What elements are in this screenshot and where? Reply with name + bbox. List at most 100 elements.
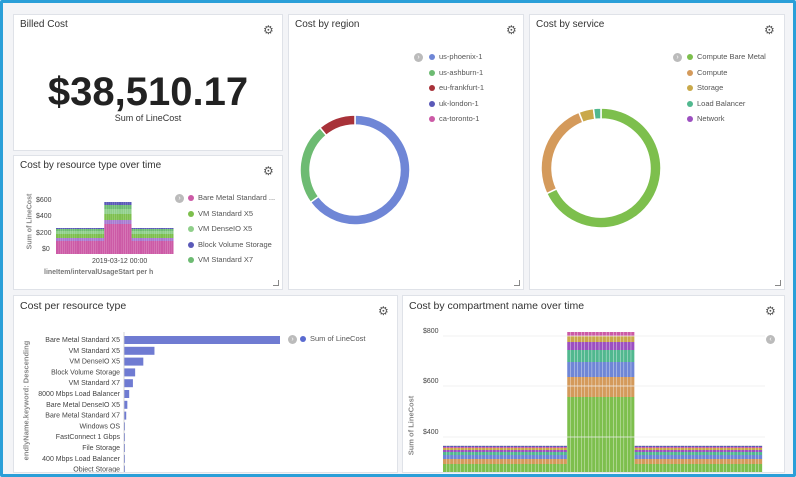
bar <box>124 465 125 472</box>
stacked-bar-segment <box>631 332 635 336</box>
stacked-bar-segment <box>154 234 157 238</box>
legend-item[interactable]: VM Standard X7 <box>188 255 275 271</box>
stacked-bar-segment <box>450 445 454 446</box>
stacked-bar-segment <box>474 455 479 459</box>
legend-swatch <box>429 69 435 76</box>
legend-item[interactable]: Storage <box>687 83 766 99</box>
legend-item[interactable]: VM DenseIO X5 <box>188 224 275 240</box>
stacked-bar-segment <box>100 241 103 254</box>
resize-handle[interactable] <box>775 280 781 286</box>
stacked-bar-segment <box>482 445 486 446</box>
gear-icon[interactable]: ⚙ <box>506 23 517 37</box>
stacked-bar-segment <box>62 229 65 231</box>
stacked-bar-segment <box>161 229 163 231</box>
stacked-bar-segment <box>460 455 464 459</box>
stacked-bar-segment <box>56 231 58 234</box>
gear-icon[interactable]: ⚙ <box>378 304 389 318</box>
stacked-bar-segment <box>114 205 117 209</box>
stacked-bar-segment <box>489 450 493 452</box>
stacked-bar-segment <box>634 452 638 455</box>
stacked-bar-segment <box>108 214 111 220</box>
stacked-bar-segment <box>478 446 482 447</box>
stacked-bar-segment <box>474 459 479 464</box>
stacked-bar-segment <box>592 336 596 342</box>
stacked-bar-segment <box>114 220 117 224</box>
stacked-bar-segment <box>474 446 479 447</box>
stacked-bar-segment <box>464 455 468 459</box>
legend-item[interactable]: uk-london-1 <box>429 99 484 115</box>
legend-item[interactable]: VM Standard X5 <box>188 209 275 225</box>
stacked-bar-segment <box>705 445 709 446</box>
stacked-bar-segment <box>492 446 496 447</box>
stacked-bar-segment <box>748 464 752 472</box>
stacked-bar-segment <box>734 459 738 464</box>
legend-item[interactable]: eu-frankfurt-1 <box>429 83 484 99</box>
legend-item[interactable]: us-phoenix-1 <box>429 52 484 68</box>
stacked-bar-segment <box>496 450 500 452</box>
stacked-bar-segment <box>528 446 532 447</box>
stacked-bar-segment <box>471 450 475 452</box>
chevron-right-icon[interactable]: › <box>175 194 184 203</box>
resize-handle[interactable] <box>273 280 279 286</box>
stacked-bar-segment <box>125 205 128 209</box>
stacked-bar-segment <box>634 455 638 459</box>
stacked-bar-segment <box>119 224 121 254</box>
stacked-bar-segment <box>482 450 486 452</box>
gear-icon[interactable]: ⚙ <box>263 23 274 37</box>
stacked-bar-segment <box>727 464 731 472</box>
stacked-bar-segment <box>146 234 149 238</box>
stacked-bar-segment <box>503 455 507 459</box>
legend-label: Load Balancer <box>697 98 746 108</box>
stacked-bar-segment <box>489 448 493 450</box>
stacked-bar-segment <box>652 450 656 452</box>
stacked-bar-segment <box>670 448 674 450</box>
legend-item[interactable]: Network <box>687 114 766 130</box>
stacked-bar-segment <box>471 455 475 459</box>
stacked-bar-segment <box>698 448 702 450</box>
stacked-bar-segment <box>106 202 109 205</box>
chevron-left-icon[interactable]: ‹ <box>766 335 775 344</box>
stacked-bar-segment <box>133 228 136 229</box>
legend-item[interactable]: Bare Metal Standard ... <box>188 193 275 209</box>
stacked-bar-segment <box>144 229 147 231</box>
stacked-bar-segment <box>112 205 115 209</box>
stacked-bar-segment <box>535 450 539 452</box>
stacked-bar-segment <box>691 450 695 452</box>
gear-icon[interactable]: ⚙ <box>764 23 775 37</box>
gear-icon[interactable]: ⚙ <box>765 304 776 318</box>
legend-item[interactable]: Compute <box>687 68 766 84</box>
stacked-bar-segment <box>709 445 713 446</box>
stacked-bar-segment <box>734 450 738 452</box>
stacked-bar-segment <box>528 459 532 464</box>
stacked-bar-segment <box>730 459 734 464</box>
chevron-right-icon[interactable]: › <box>673 53 682 62</box>
stacked-bar-segment <box>93 229 96 231</box>
stacked-bar-segment <box>570 336 574 342</box>
stacked-bar-segment <box>127 214 130 220</box>
stacked-bar-segment <box>64 228 67 229</box>
stacked-bar-segment <box>517 450 521 452</box>
stacked-bar-segment <box>81 231 84 234</box>
legend-item[interactable]: Load Balancer <box>687 99 766 115</box>
stacked-bar-segment <box>606 332 610 336</box>
stacked-bar-segment <box>616 336 621 342</box>
stacked-bar-segment <box>744 447 748 448</box>
region-donut <box>299 114 411 226</box>
stacked-bar-segment <box>467 452 472 455</box>
stacked-bar-segment <box>684 452 688 455</box>
chevron-right-icon[interactable]: › <box>288 335 297 344</box>
stacked-bar-segment <box>171 238 174 241</box>
legend-item[interactable]: us-ashburn-1 <box>429 68 484 84</box>
legend-item[interactable]: ca-toronto-1 <box>429 114 484 130</box>
stacked-bar-segment <box>613 377 617 397</box>
stacked-bar-segment <box>129 202 132 205</box>
bar <box>124 346 155 355</box>
chevron-right-icon[interactable]: › <box>414 53 423 62</box>
stacked-bar-segment <box>91 238 94 241</box>
gear-icon[interactable]: ⚙ <box>263 164 274 178</box>
legend-item[interactable]: Block Volume Storage <box>188 240 275 256</box>
stacked-bar-segment <box>489 445 493 446</box>
stacked-bar-segment <box>641 464 645 472</box>
legend-item[interactable]: Compute Bare Metal <box>687 52 766 68</box>
resize-handle[interactable] <box>514 280 520 286</box>
